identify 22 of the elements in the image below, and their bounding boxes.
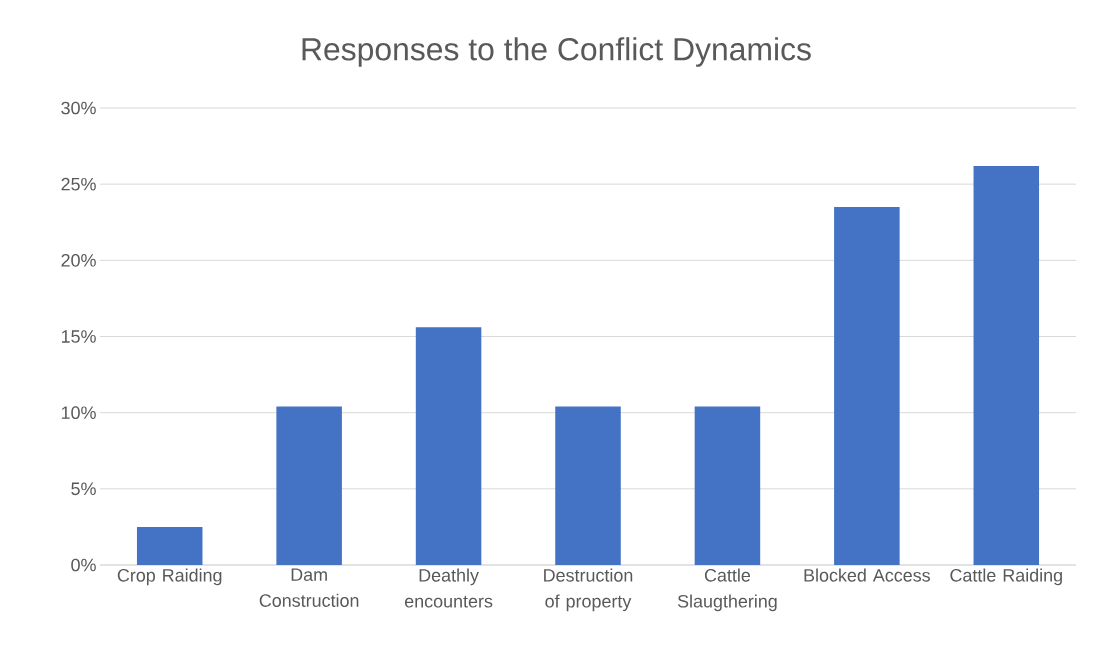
x-tick-label: Dam Construction [259,568,359,607]
bar [694,406,761,565]
x-tick-label: Blocked Access [804,568,930,582]
y-tick-label: 20% [61,253,96,267]
x-tick-label: Cattle Slaugthering [677,568,777,612]
bar [415,327,482,565]
bar [834,207,900,565]
y-tick-label: 15% [61,330,96,343]
bar [555,406,621,565]
x-tick-label: Destruction of property [544,568,633,612]
y-tick-label: 0% [71,558,96,572]
bar [973,165,1040,565]
bar [276,406,342,565]
chart-title: Responses to the Conflict Dynamics [302,37,811,67]
y-tick-label: 25% [61,177,96,191]
y-tick-label: 5% [71,482,96,496]
x-tick-label: Cattle Raiding [950,568,1062,586]
x-tick-label: Deathly encounters [404,568,493,608]
x-tick-label: Crop Raiding [117,568,222,586]
bar [136,526,203,565]
y-tick-label: 30% [61,101,96,115]
y-tick-label: 10% [61,406,96,420]
